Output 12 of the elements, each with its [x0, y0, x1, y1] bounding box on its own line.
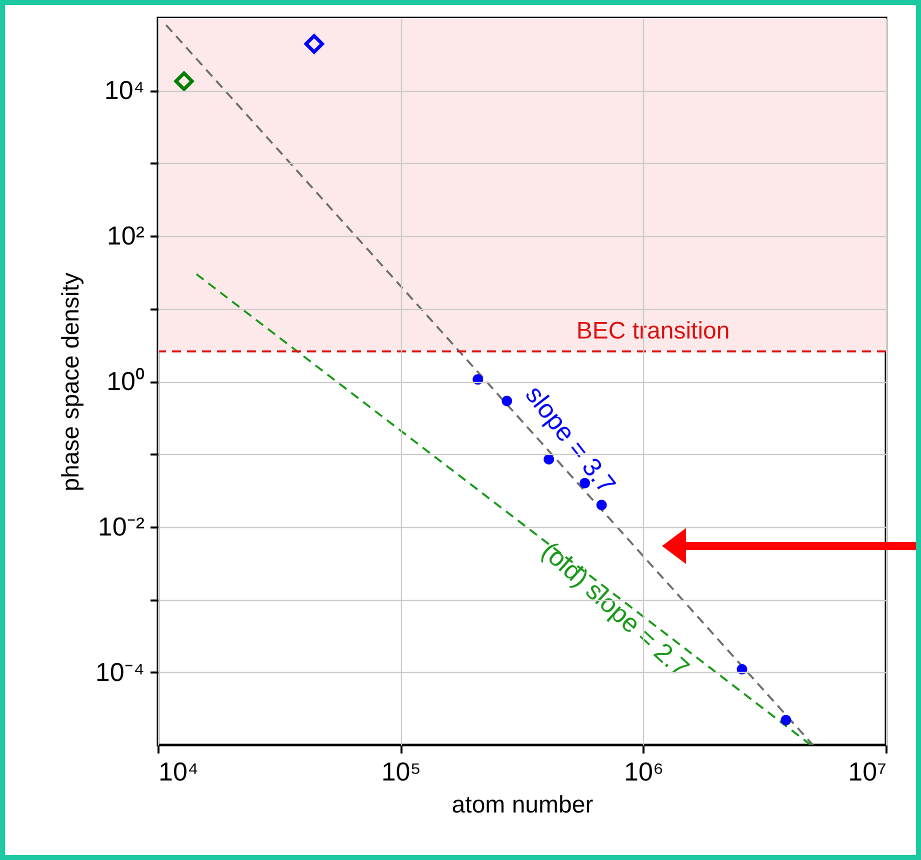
x-tick-label: 10⁶ — [624, 756, 664, 786]
x-tick-label: 10⁴ — [158, 756, 199, 786]
y-tick-label: 10⁴ — [104, 75, 144, 106]
ref-line-label: BEC transition — [576, 317, 730, 344]
y-axis-title: phase space density — [57, 272, 84, 492]
y-tick-label: 10⁰ — [106, 366, 144, 396]
x-axis-title: atom number — [452, 792, 594, 818]
y-tick-label: 10⁻² — [98, 511, 145, 542]
x-tick-label: 10⁷ — [848, 756, 886, 786]
y-tick-label: 10⁻⁴ — [95, 656, 144, 687]
x-tick-label: 10⁵ — [381, 756, 422, 786]
y-tick-label: 10² — [106, 220, 145, 251]
